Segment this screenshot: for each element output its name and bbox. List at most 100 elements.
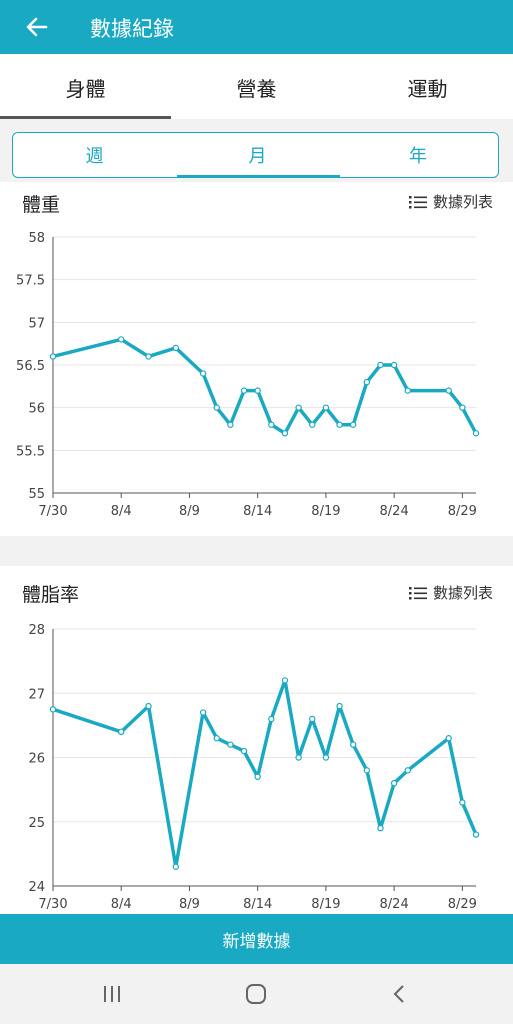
data-point (118, 728, 125, 736)
page-title: 數據紀錄 (90, 17, 174, 41)
x-tick-label: 7/30 (38, 504, 67, 519)
y-tick-label: 56 (28, 402, 45, 417)
y-tick-label: 26 (28, 752, 45, 767)
recent-apps-icon[interactable] (97, 979, 127, 1009)
bodyfat-data-list-button[interactable]: 數據列表 (408, 582, 493, 603)
app-bar: 數據紀錄 (0, 0, 513, 54)
list-icon (408, 586, 427, 599)
data-list-label: 數據列表 (432, 584, 493, 602)
x-tick-label: 8/29 (448, 897, 477, 912)
data-point (459, 799, 466, 806)
data-point (377, 361, 384, 369)
period-indicator (177, 175, 340, 178)
data-point (377, 824, 384, 832)
add-data-button[interactable]: 新增數據 (0, 914, 513, 964)
data-point (172, 344, 180, 352)
data-point (240, 387, 248, 394)
weight-data-list-button[interactable]: 數據列表 (408, 191, 493, 212)
data-point (268, 421, 275, 428)
period-year[interactable]: 年 (409, 146, 427, 167)
y-tick-label: 25 (28, 816, 45, 831)
y-tick-label: 55 (28, 487, 45, 502)
x-tick-label: 8/19 (311, 504, 340, 519)
data-list-label: 數據列表 (432, 193, 493, 211)
x-tick-label: 8/24 (380, 504, 409, 519)
x-tick-label: 8/4 (111, 897, 132, 912)
data-point (445, 735, 452, 742)
data-point (145, 702, 152, 710)
period-selector: 週 月 年 (12, 132, 499, 178)
data-point (199, 370, 207, 377)
data-point (172, 863, 180, 870)
data-point (363, 767, 371, 774)
data-point (268, 715, 275, 723)
data-point (254, 773, 261, 780)
y-tick-label: 55.5 (16, 444, 45, 459)
y-tick-label: 57.5 (16, 274, 45, 289)
series-line (52, 678, 478, 869)
list-icon (408, 195, 427, 208)
x-tick-label: 8/24 (380, 897, 409, 912)
data-point (349, 421, 357, 428)
y-tick-label: 24 (28, 880, 45, 895)
data-point (336, 421, 343, 428)
data-point (459, 404, 466, 411)
panel-divider (0, 536, 513, 566)
y-tick-label: 58 (28, 231, 45, 246)
bodyfat-chart-title: 體脂率 (22, 584, 80, 606)
data-point (254, 387, 261, 394)
data-point (309, 421, 316, 428)
period-month[interactable]: 月 (248, 146, 267, 167)
data-point (309, 715, 316, 723)
y-tick-label: 56.5 (16, 359, 45, 374)
y-tick-label: 28 (28, 623, 45, 638)
data-point (118, 336, 125, 343)
category-tabs: 身體 營養 運動 (0, 54, 513, 120)
y-tick-label: 27 (28, 687, 45, 702)
data-point (445, 387, 452, 394)
weight-chart-title: 體重 (22, 194, 61, 216)
data-point (49, 353, 57, 360)
data-point (404, 387, 411, 394)
data-point (281, 677, 289, 684)
data-point (390, 780, 398, 787)
data-point (295, 404, 302, 411)
data-point (472, 430, 480, 437)
tab-indicator (0, 116, 171, 119)
bodyfat-panel: 體脂率 數據列表 (0, 566, 513, 914)
tab-exercise[interactable]: 運動 (407, 76, 448, 101)
data-point (336, 702, 343, 710)
x-tick-label: 8/29 (448, 504, 477, 519)
data-point (199, 709, 207, 716)
tab-nutrition[interactable]: 營養 (236, 76, 277, 101)
series-line (52, 337, 478, 436)
period-week[interactable]: 週 (85, 146, 104, 167)
data-point (349, 741, 357, 748)
data-point (213, 404, 220, 411)
y-tick-label: 57 (28, 316, 45, 331)
data-point (472, 831, 480, 838)
data-point (281, 430, 289, 437)
data-point (295, 754, 302, 761)
data-point (322, 404, 330, 411)
data-point (322, 754, 330, 761)
data-point (390, 361, 398, 369)
data-point (363, 378, 371, 386)
data-point (240, 747, 248, 755)
data-point (227, 741, 234, 748)
data-point (145, 353, 152, 360)
data-point (227, 421, 234, 428)
data-point (49, 706, 57, 713)
x-tick-label: 7/30 (38, 897, 67, 912)
x-tick-label: 8/14 (243, 897, 272, 912)
charts-canvas: 58 57.5 57 56.5 56 55.5 55 7/30 8/4 8/9 8/14 8/19 8/… (16, 231, 480, 912)
arrow-left-icon[interactable] (22, 12, 52, 42)
system-nav-bar (0, 964, 513, 1024)
home-icon[interactable] (241, 979, 271, 1009)
weight-panel: 體重 數據列表 (0, 182, 513, 536)
x-tick-label: 8/4 (111, 504, 132, 519)
tab-body[interactable]: 身體 (65, 76, 106, 101)
nav-back-icon[interactable] (385, 979, 415, 1009)
x-tick-label: 8/19 (311, 897, 340, 912)
x-tick-label: 8/9 (179, 504, 200, 519)
